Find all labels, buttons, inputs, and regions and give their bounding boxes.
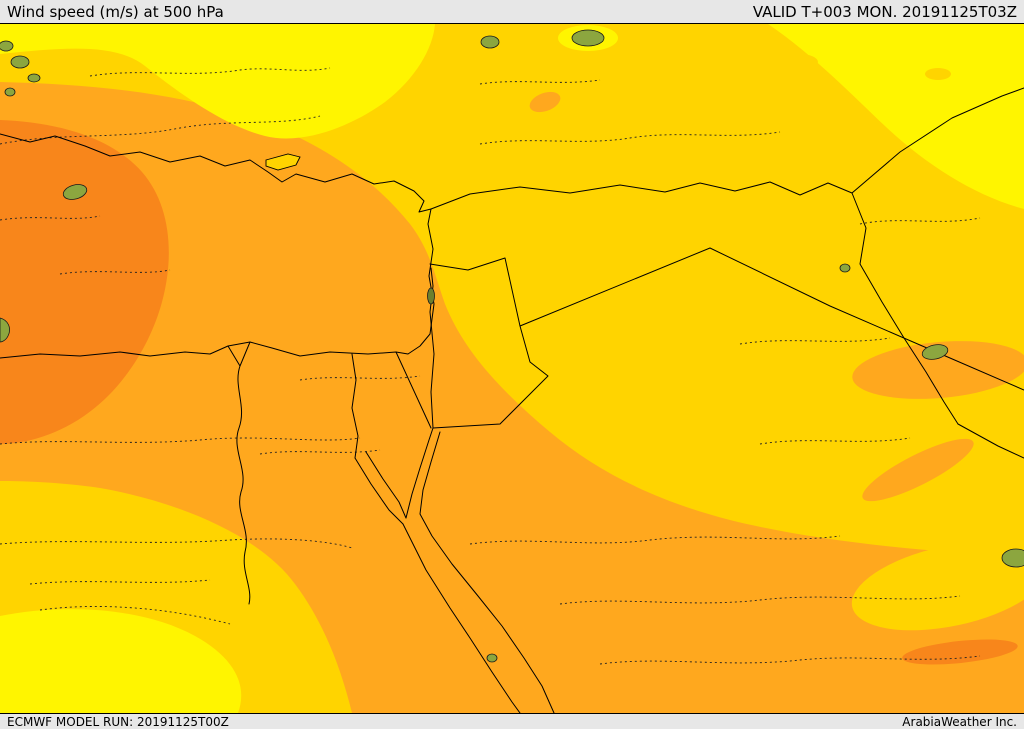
lake-van — [571, 29, 605, 47]
dark-orange-core — [0, 120, 169, 444]
status-bar: ECMWF MODEL RUN: 20191125T00Z ArabiaWeat… — [0, 713, 1024, 729]
valid-time: VALID T+003 MON. 20191125T03Z — [752, 2, 1017, 21]
border-iraq-saudi — [709, 247, 1024, 391]
dotted-line — [299, 375, 421, 381]
weather-map — [0, 24, 1024, 713]
border-turkey-iran — [851, 87, 1024, 194]
border-syria-jordan — [429, 257, 521, 327]
water-right-edge — [1001, 548, 1024, 568]
island-east-med — [62, 184, 88, 200]
nile-river — [227, 341, 251, 605]
dotted-line — [59, 269, 171, 275]
model-run: ECMWF MODEL RUN: 20191125T00Z — [7, 714, 229, 729]
persian-gulf-coast — [957, 423, 1024, 459]
red-sea-east-coast — [419, 431, 555, 713]
title-bar: Wind speed (m/s) at 500 hPa VALID T+003 … — [0, 0, 1024, 24]
yellow-patch-bottom-left — [0, 609, 242, 713]
dotted-line — [469, 535, 841, 545]
border-jordan-valley — [429, 267, 435, 429]
dotted-line — [559, 595, 961, 605]
aegean-island — [27, 73, 41, 83]
orange-wind-band — [0, 82, 1024, 713]
dotted-line — [479, 79, 601, 85]
red-sea-island — [486, 653, 498, 663]
dotted-line — [479, 131, 781, 145]
orange-streak-gulf — [862, 438, 974, 502]
lake-right — [921, 344, 949, 360]
dotted-line — [89, 67, 331, 77]
dotted-line — [859, 217, 981, 225]
dead-sea — [427, 287, 435, 305]
dotted-line — [39, 606, 231, 625]
suez-canal — [351, 353, 359, 459]
dotted-line — [0, 215, 101, 221]
aegean-island — [4, 87, 16, 97]
cyprus-island — [265, 153, 301, 171]
left-edge-water — [0, 317, 10, 343]
aegean-island — [10, 55, 30, 69]
gulf-of-aqaba-west-coast — [405, 427, 434, 519]
border-turkey-iraq — [769, 181, 853, 196]
aegean-island — [0, 40, 14, 52]
red-sea-west-coast — [402, 523, 521, 713]
gulf-of-suez-west-coast — [354, 457, 404, 525]
dotted-line — [29, 579, 211, 585]
wind-speed-contour-map — [0, 24, 1024, 713]
border-iran-iraq — [851, 192, 959, 425]
border-turkey-syria — [430, 181, 771, 210]
gulf-of-suez-east-coast — [365, 451, 407, 519]
orange-dot-syria-coast — [529, 91, 561, 113]
dotted-line — [759, 437, 911, 445]
dotted-line — [0, 538, 353, 549]
border-syria-iraq — [519, 247, 711, 327]
map-title: Wind speed (m/s) at 500 hPa — [7, 2, 224, 21]
orange-patch-right — [852, 341, 1024, 399]
lake-iran — [839, 263, 851, 273]
dotted-line — [599, 655, 981, 665]
mediterranean-coastline — [0, 133, 435, 359]
gold-dot-2 — [925, 68, 951, 80]
dotted-line — [259, 449, 381, 455]
provider: ArabiaWeather Inc. — [902, 714, 1017, 729]
border-jordan-saudi — [432, 325, 549, 429]
border-egypt-israel — [395, 351, 432, 429]
yellow-region-top-right — [768, 24, 1024, 209]
yellow-band-top-left — [0, 24, 435, 139]
gold-wedge-bottom-right — [851, 541, 1024, 631]
dotted-line — [739, 337, 891, 345]
dotted-line — [0, 115, 321, 145]
gold-dot-1 — [782, 54, 818, 70]
lake-tuz — [480, 35, 500, 49]
dark-streak-bottom-right — [902, 639, 1018, 665]
